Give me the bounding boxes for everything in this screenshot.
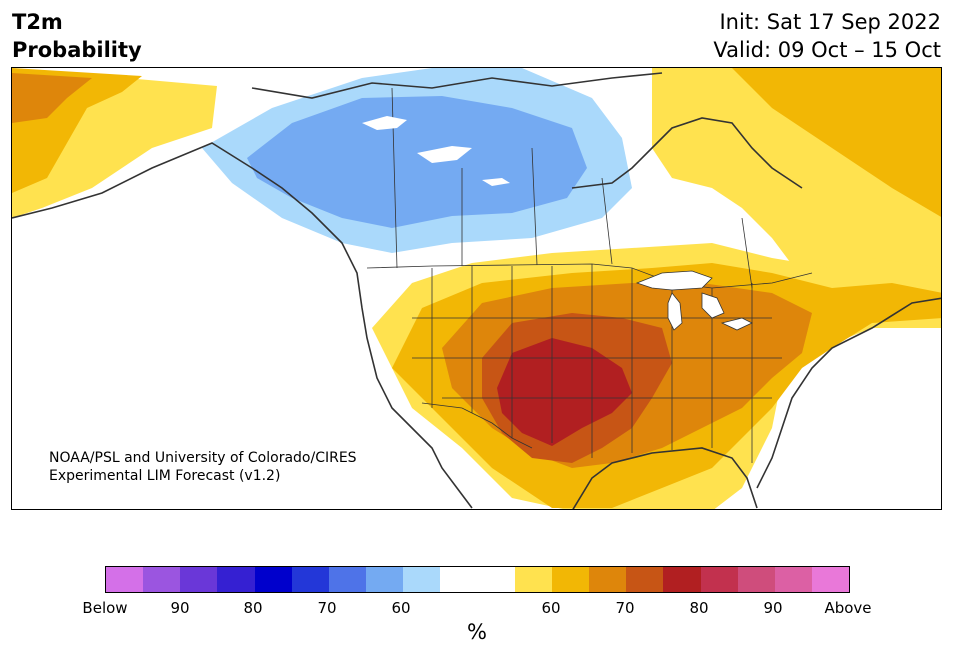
title-line-variable: T2m [12,10,63,34]
lake-erie [720,317,753,331]
colorbar-swatch [217,567,255,592]
us-dark-red-region [497,338,632,446]
forecast-dates: Init: Sat 17 Sep 2022 Valid: 09 Oct – 15… [713,8,941,64]
colorbar-tick-label: 90 [170,599,190,617]
gulf-coastline [572,447,758,509]
colorbar-swatch [328,567,367,592]
colorbar-tick-label: 80 [689,599,709,617]
colorbar-tick-label: 70 [615,599,635,617]
valid-period: Valid: 09 Oct – 15 Oct [713,38,941,62]
colorbar-swatch [291,567,329,592]
colorbar-tick-label: 80 [243,599,263,617]
colorbar-tick-label: Below [82,599,128,617]
colorbar [105,566,850,593]
great-bear-lake [362,116,407,130]
colorbar-unit-label: % [467,620,487,644]
hudson-bay-coast [571,117,803,189]
lake-superior [635,270,713,291]
lake-huron [701,292,725,319]
colorbar-swatch [663,567,701,592]
probability-map [12,68,941,509]
credit-line-1: NOAA/PSL and University of Colorado/CIRE… [49,450,357,466]
colorbar-swatch [180,567,218,592]
colorbar-tick-label: 90 [763,599,783,617]
great-lakes [635,270,753,331]
data-credit: NOAA/PSL and University of Colorado/CIRE… [49,449,357,485]
init-date: Init: Sat 17 Sep 2022 [719,10,941,34]
map-title: T2m Probability [12,8,142,64]
colorbar-swatch [366,567,404,592]
colorbar-swatch [811,567,850,592]
atlantic-coastline [756,297,941,489]
arctic-coastline [251,72,663,99]
lake-michigan [667,292,683,331]
title-line-type: Probability [12,38,142,62]
colorbar-tick-label: 60 [541,599,561,617]
greenland-orange-region [732,68,941,217]
colorbar-swatch [143,567,181,592]
north-america-coastline [12,142,473,509]
us-mexico-border [421,402,533,449]
colorbar-swatch [589,567,627,592]
map-panel [11,67,942,510]
colorbar-swatch [514,567,552,592]
colorbar-swatch [737,567,775,592]
political-borders [366,87,813,463]
colorbar-swatch [254,567,292,592]
canadian-lakes [362,116,510,186]
colorbar-tick-label: Above [824,599,872,617]
colorbar-swatch [106,567,144,592]
canada-blue-region [247,96,587,228]
lake-athabasca [482,178,510,186]
colorbar-swatch [774,567,812,592]
colorbar-tick-label: 60 [391,599,411,617]
coastlines [12,72,941,509]
colorbar-swatch [551,567,590,592]
credit-line-2: Experimental LIM Forecast (v1.2) [49,468,281,484]
colorbar-swatch [626,567,664,592]
great-slave-lake [417,146,472,163]
colorbar-swatch [403,567,441,592]
colorbar-swatch [440,567,478,592]
canada-province-borders [391,87,753,289]
colorbar-tick-label: 70 [317,599,337,617]
colorbar-swatch [477,567,515,592]
colorbar-swatch [700,567,738,592]
us-state-borders [412,264,782,463]
alaska-dark-orange-region [12,73,92,123]
